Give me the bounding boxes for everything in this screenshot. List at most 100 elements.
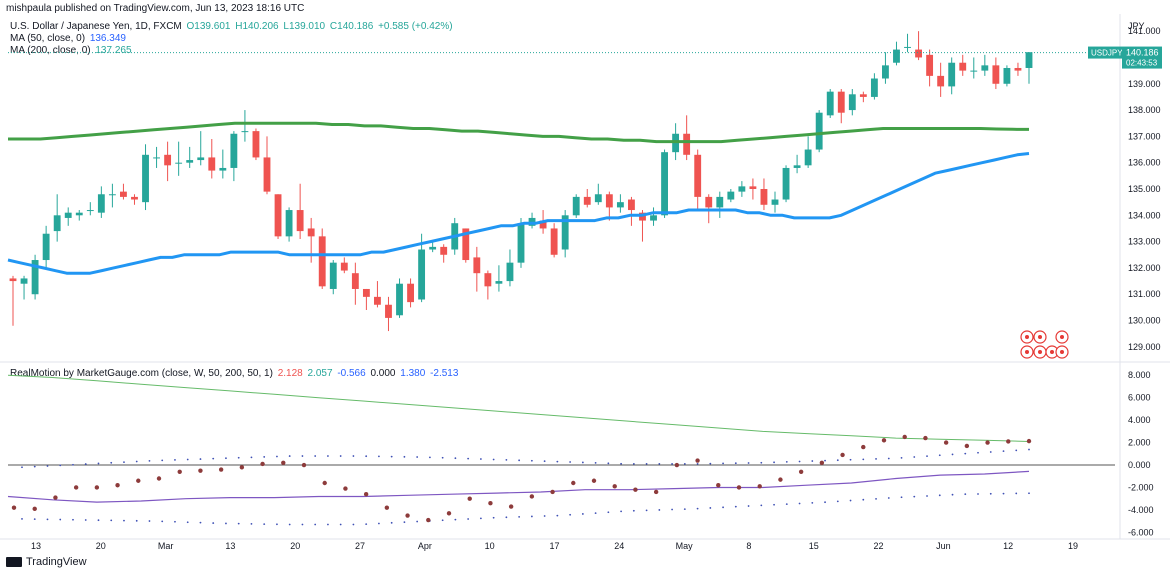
candle-body — [42, 233, 50, 261]
candle-body — [86, 210, 94, 212]
rm-band-upper-dot — [327, 455, 329, 457]
rm-band-lower-dot — [454, 518, 457, 521]
rm-band-lower-dot — [72, 518, 74, 521]
rm-band-lower-dot — [887, 497, 890, 499]
rm-dot — [260, 461, 265, 467]
event-flag-dot — [1060, 335, 1064, 339]
candle-body — [594, 194, 602, 203]
rm-band-upper-dot — [148, 459, 151, 462]
rm-band-upper-dot — [632, 463, 635, 465]
rm-band-upper-dot — [977, 451, 979, 454]
indicator-tick-label: -2.000 — [1128, 482, 1154, 492]
ohlc-open: O139.601 — [186, 21, 231, 32]
rm-value-1: 2.128 — [277, 368, 303, 379]
rm-band-upper-dot — [492, 458, 495, 461]
rm-dot — [653, 489, 659, 495]
symbol-tag-text: USDJPY — [1091, 49, 1123, 58]
time-tick-label: 15 — [809, 541, 819, 551]
rm-dot — [239, 465, 245, 470]
rm-band-upper-dot — [301, 455, 304, 457]
price-tick-label: 139.000 — [1128, 79, 1161, 89]
rm-dot — [488, 501, 493, 506]
rm-value-3: -0.566 — [337, 368, 366, 379]
candle-body — [992, 65, 1000, 84]
rm-dot — [218, 467, 224, 472]
rm-band-upper-dot — [811, 460, 814, 462]
candle-body — [53, 215, 61, 232]
candle-body — [826, 91, 834, 116]
rm-band-lower-dot — [352, 523, 355, 526]
rm-band-lower-dot — [263, 523, 266, 525]
time-tick-label: 20 — [290, 541, 300, 551]
rm-dot — [571, 480, 576, 486]
event-flag-dot — [1050, 350, 1054, 354]
rm-band-upper-dot — [964, 452, 967, 455]
rm-dot — [861, 444, 866, 450]
rm-dot — [301, 462, 307, 468]
rm-dot — [902, 434, 907, 440]
candle-body — [605, 194, 613, 208]
rm-dot — [736, 485, 742, 490]
rm-band-lower-dot — [530, 515, 533, 518]
candle-body — [241, 131, 249, 133]
candle-body — [329, 262, 337, 289]
rm-band-lower-dot — [314, 523, 317, 526]
rm-dot — [53, 495, 58, 500]
rm-band-upper-dot — [505, 459, 508, 461]
candle-body — [20, 278, 28, 284]
symbol-legend[interactable]: U.S. Dollar / Japanese Yen, 1D, FXCM O13… — [10, 20, 455, 33]
symbol-tag — [1088, 46, 1122, 59]
rm-band-upper-dot — [722, 462, 724, 465]
rm-band-upper-dot — [186, 458, 189, 461]
ohlc-high: H140.206 — [235, 21, 279, 32]
candle-body — [142, 154, 149, 203]
rm-band-lower-dot — [505, 516, 508, 519]
candle-body — [164, 154, 172, 166]
rm-band-lower-dot — [722, 506, 724, 509]
candle-body — [9, 278, 17, 282]
candle-body — [870, 78, 878, 97]
rm-band-lower-dot — [416, 520, 419, 523]
event-flag-dot — [1025, 335, 1029, 339]
rm-band-upper-dot — [378, 455, 380, 458]
rm-band-upper-dot — [1015, 449, 1018, 452]
realmotion-legend[interactable]: RealMotion by MarketGauge.com (close, W,… — [10, 367, 460, 380]
rm-dot — [819, 460, 825, 465]
rm-dot — [405, 513, 410, 518]
rm-band-upper-dot — [454, 457, 457, 460]
candle-body — [97, 194, 105, 213]
rm-band-upper-dot — [785, 461, 788, 463]
candle-body — [771, 199, 779, 205]
candle-body — [782, 167, 790, 200]
rm-band-lower-dot — [696, 507, 699, 510]
realmotion-label: RealMotion by MarketGauge.com (close, W,… — [10, 368, 273, 379]
rm-band-upper-dot — [696, 462, 699, 465]
rm-band-upper-dot — [365, 455, 368, 458]
rm-band-upper-dot — [441, 456, 444, 459]
rm-band-upper-dot — [416, 456, 419, 458]
rm-band-lower-dot — [46, 518, 49, 521]
rm-band-lower-dot — [59, 518, 62, 521]
rm-band-lower-dot — [1015, 492, 1018, 495]
time-tick-label: 24 — [614, 541, 624, 551]
rm-band-lower-dot — [403, 521, 406, 524]
rm-band-lower-dot — [607, 511, 610, 514]
rm-band-lower-dot — [645, 509, 648, 512]
rm-dot — [716, 483, 721, 488]
ma50-legend[interactable]: MA (50, close, 0) 136.349 — [10, 32, 128, 45]
countdown-text: 02:43:53 — [1126, 59, 1158, 68]
rm-band-lower-dot — [123, 519, 125, 522]
rm-fast-line — [7, 470, 1030, 503]
rm-band-lower-dot — [977, 493, 979, 495]
rm-dot — [384, 505, 390, 510]
candle-body — [396, 283, 403, 316]
rm-band-lower-dot — [1002, 492, 1005, 495]
ma200-legend[interactable]: MA (200, close, 0) 137.265 — [10, 44, 134, 57]
candle-body — [959, 62, 967, 71]
rm-band-lower-dot — [926, 495, 928, 497]
candle-body — [948, 62, 956, 87]
rm-dot — [881, 438, 887, 443]
candle-body — [495, 281, 503, 284]
rm-band-upper-dot — [339, 455, 342, 457]
